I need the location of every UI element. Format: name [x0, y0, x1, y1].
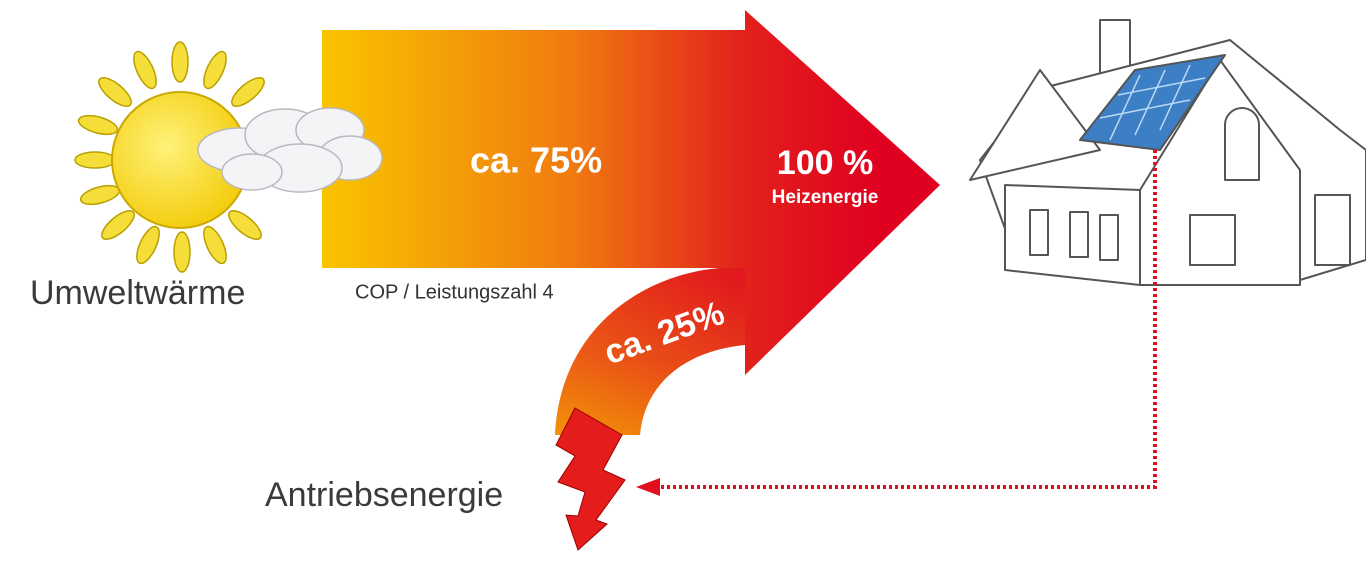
- cop-label: COP / Leistungszahl 4: [355, 281, 554, 303]
- source-label: Umweltwärme: [30, 274, 245, 312]
- energy-arrow: [322, 10, 940, 435]
- drive-branch: [555, 268, 745, 435]
- cloud: [197, 107, 383, 193]
- total-share: 100 %: [777, 144, 873, 182]
- house: [969, 19, 1366, 286]
- environment-share: ca. 75%: [470, 140, 602, 181]
- dotted-link: [660, 150, 1157, 489]
- sun: [74, 41, 265, 273]
- link-arrowhead: [636, 478, 660, 496]
- lightning: [555, 407, 626, 551]
- total-caption: Heizenergie: [772, 187, 879, 208]
- drive-label: Antriebsenergie: [265, 476, 503, 514]
